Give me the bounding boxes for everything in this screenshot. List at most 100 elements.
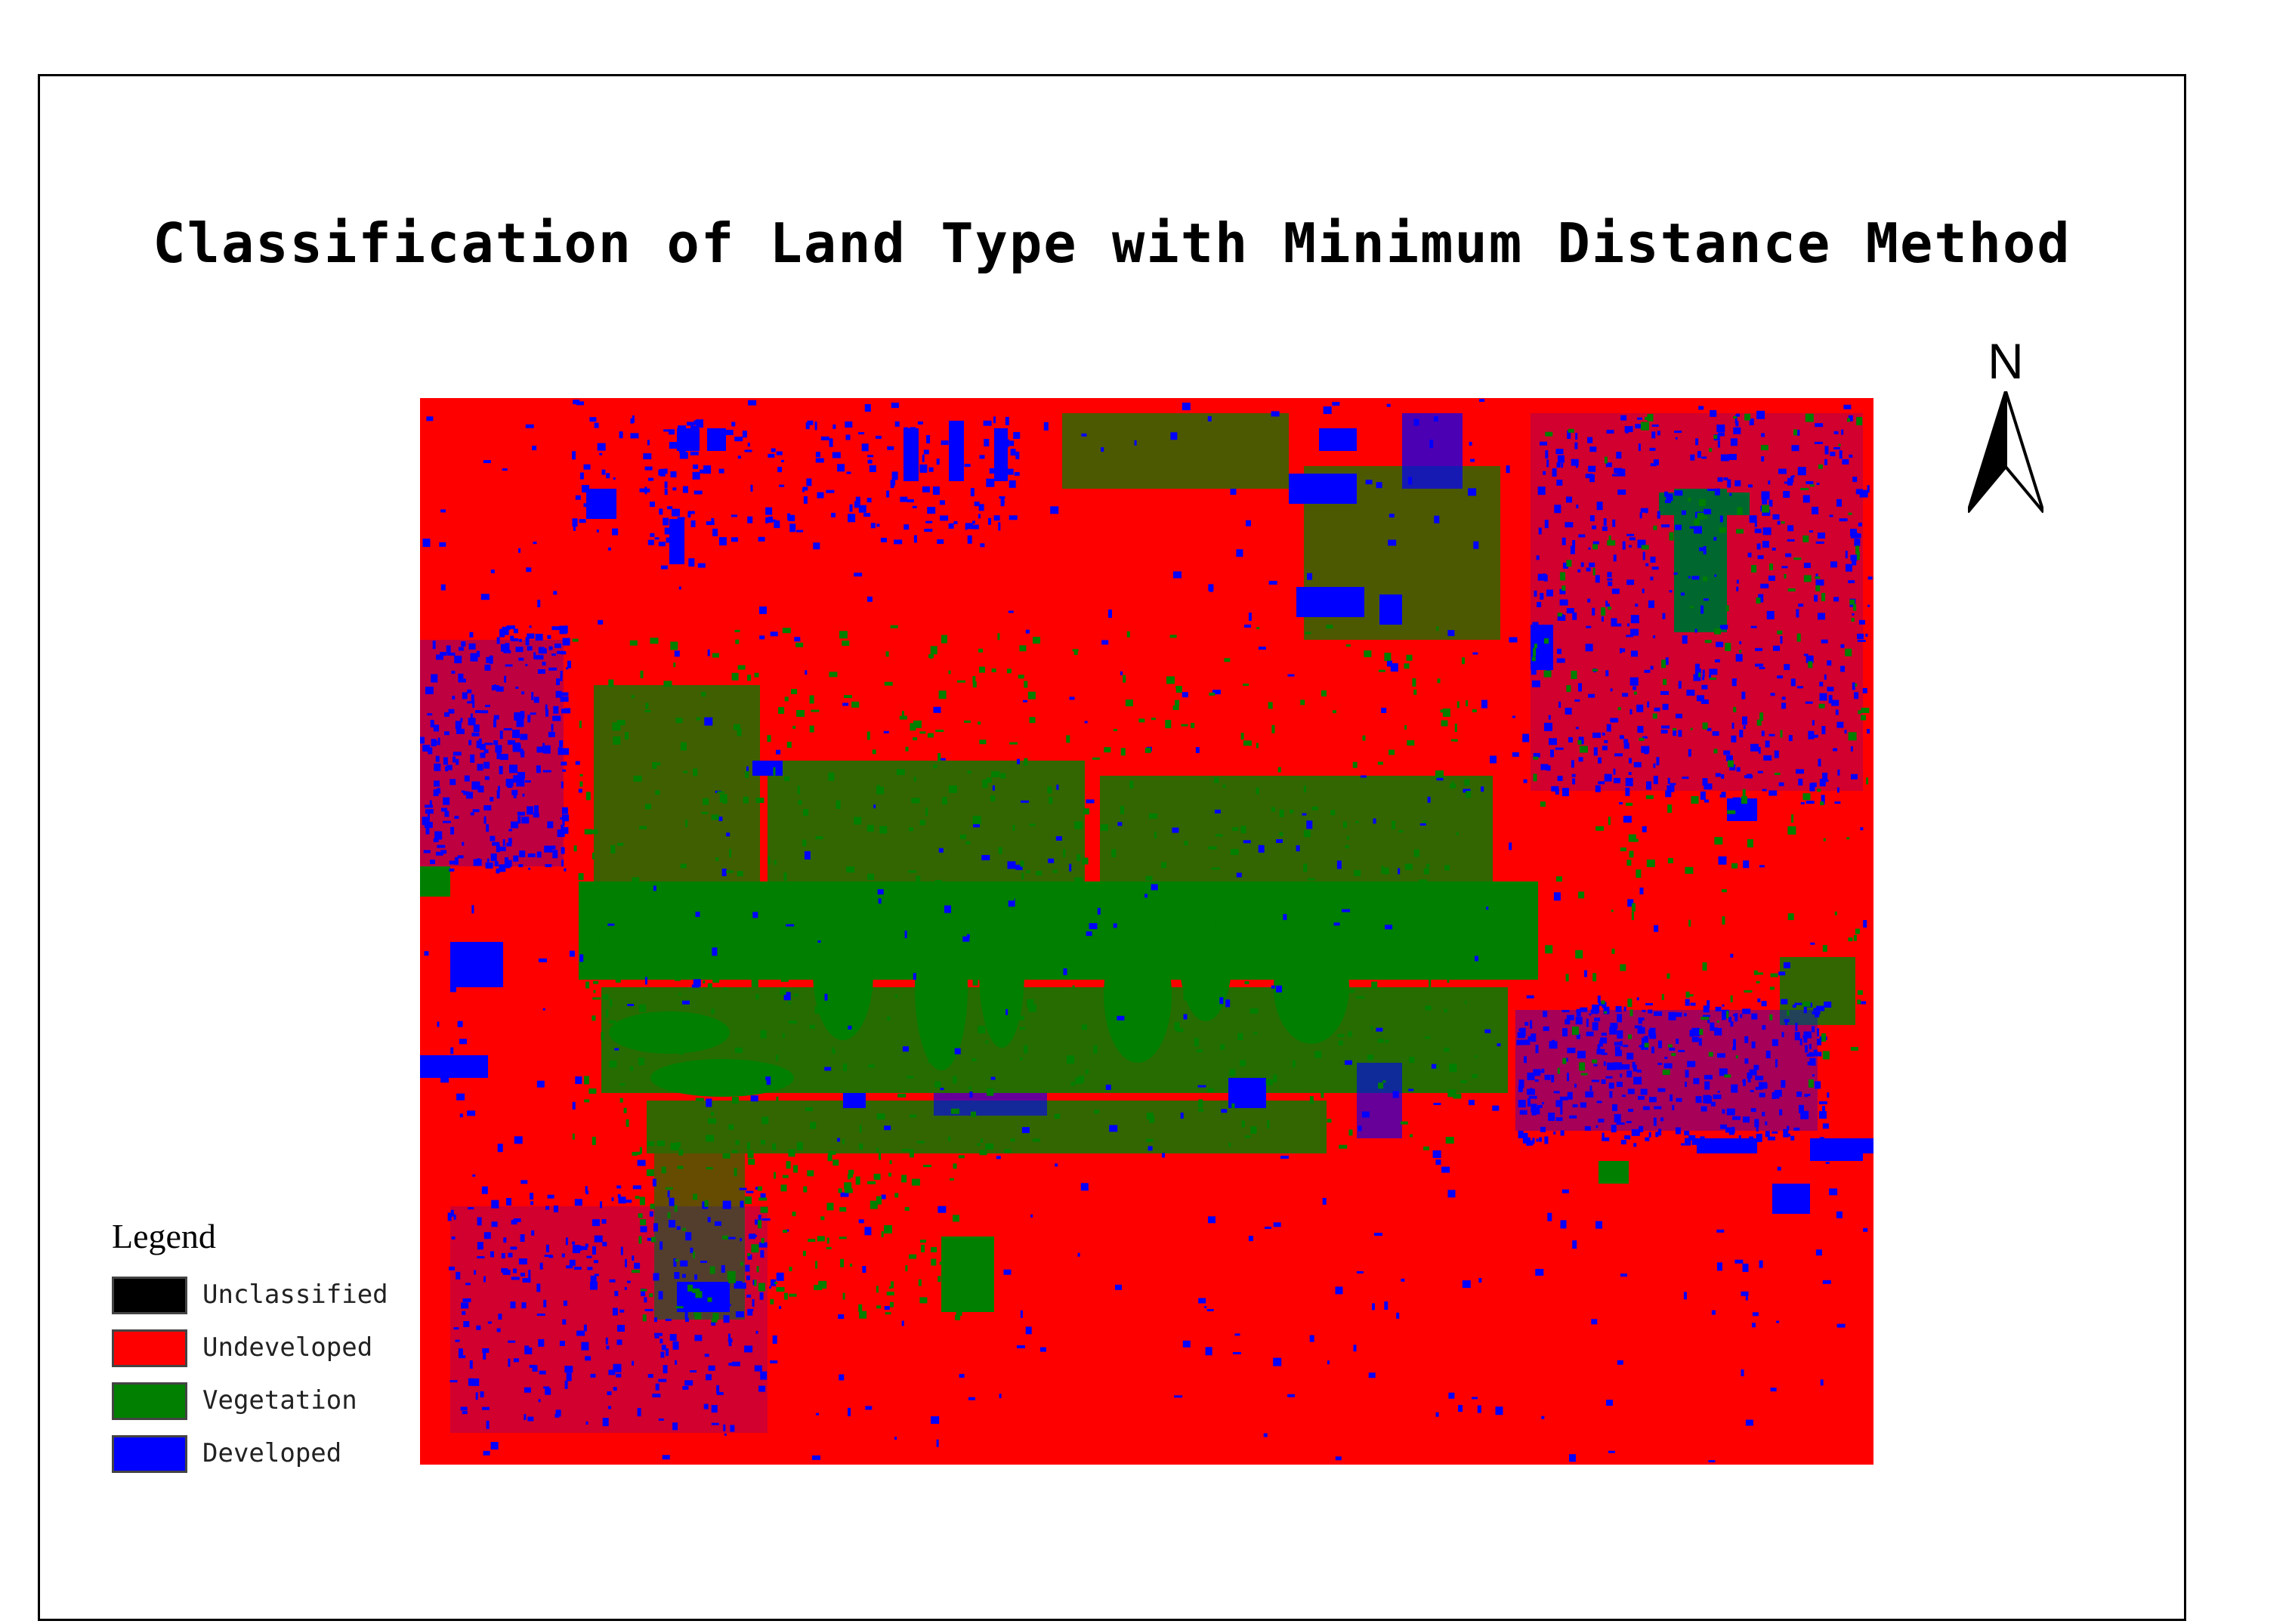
raster-speckle [1816, 483, 1820, 485]
raster-speckle [1856, 533, 1861, 539]
raster-speckle [1821, 795, 1825, 802]
raster-speckle [1803, 575, 1812, 582]
raster-speckle [483, 1352, 487, 1360]
raster-speckle [599, 452, 603, 455]
raster-speckle [426, 416, 434, 421]
raster-speckle [552, 850, 558, 859]
raster-speckle [533, 652, 536, 659]
raster-speckle [1742, 1079, 1745, 1082]
raster-speckle [619, 1083, 626, 1086]
raster-speckle [1840, 665, 1846, 672]
raster-speckle [984, 951, 991, 959]
raster-speckle [1629, 1009, 1633, 1017]
raster-speckle [1766, 610, 1775, 619]
raster-speckle [1644, 669, 1651, 673]
raster-speckle [1697, 512, 1704, 520]
raster-speckle [429, 800, 432, 807]
raster-speckle [860, 958, 867, 965]
raster-speckle [578, 873, 584, 880]
raster-speckle [1655, 1132, 1659, 1138]
raster-speckle [1520, 1027, 1526, 1036]
raster-speckle [711, 1111, 714, 1116]
raster-speckle [484, 743, 493, 746]
raster-speckle [653, 1273, 659, 1281]
raster-speckle [1729, 764, 1736, 770]
raster-speckle [1454, 739, 1458, 742]
raster-speckle [505, 779, 514, 786]
raster-speckle [1703, 576, 1708, 582]
raster-speckle [679, 452, 688, 459]
raster-speckle [1345, 1060, 1352, 1065]
raster-speckle [440, 1061, 443, 1067]
raster-speckle [1867, 729, 1870, 734]
raster-speckle [444, 712, 449, 717]
raster-speckle [1220, 1044, 1225, 1050]
raster-speckle [1754, 1119, 1759, 1128]
raster-speckle [872, 749, 876, 755]
raster-speckle [826, 489, 835, 493]
raster-speckle [1623, 1045, 1629, 1048]
raster-speckle [449, 985, 456, 993]
raster-speckle [483, 816, 487, 824]
raster-speckle [1772, 1131, 1778, 1134]
raster-speckle [828, 772, 835, 781]
raster-speckle [1566, 560, 1572, 567]
raster-speckle [477, 764, 483, 771]
raster-speckle [663, 1365, 668, 1374]
raster-speckle [470, 653, 478, 662]
raster-speckle [859, 1311, 867, 1319]
raster-speckle [880, 957, 888, 963]
raster-speckle [706, 1167, 713, 1170]
raster-speckle [696, 419, 703, 428]
raster-speckle [1005, 1008, 1009, 1015]
raster-speckle [1733, 1039, 1736, 1048]
raster-speckle [1562, 1057, 1567, 1064]
raster-speckle [648, 477, 653, 481]
raster-speckle [848, 1169, 853, 1178]
raster-speckle [1682, 776, 1689, 780]
raster-speckle [1565, 1019, 1571, 1025]
raster-speckle [832, 1050, 836, 1054]
raster-speckle [1027, 999, 1034, 1008]
raster-speckle [592, 852, 595, 860]
raster-speckle [844, 695, 852, 699]
raster-speckle [794, 637, 801, 642]
raster-speckle [1615, 1005, 1622, 1012]
raster-speckle [719, 794, 727, 803]
raster-speckle [1710, 409, 1717, 417]
raster-speckle [723, 1315, 730, 1323]
raster-speckle [1602, 526, 1608, 531]
raster-speckle [746, 1190, 754, 1193]
raster-speckle [631, 695, 635, 699]
raster-speckle [737, 665, 746, 670]
raster-speckle [1396, 1312, 1400, 1319]
raster-speckle [885, 1312, 891, 1315]
raster-speckle [1343, 821, 1347, 828]
raster-speckle [1207, 1088, 1214, 1092]
raster-speckle [1694, 668, 1701, 676]
raster-speckle [1463, 789, 1471, 793]
raster-speckle [1657, 511, 1660, 519]
raster-speckle [473, 724, 480, 733]
raster-speckle [1695, 1096, 1702, 1104]
raster-speckle [561, 709, 568, 714]
raster-speckle [432, 641, 436, 650]
raster-speckle [759, 1292, 764, 1300]
raster-speckle [759, 635, 765, 640]
raster-speckle [428, 810, 430, 820]
raster-speckle [928, 467, 934, 472]
raster-speckle [1795, 1023, 1798, 1031]
raster-speckle [1596, 1048, 1605, 1054]
raster-speckle [1755, 1076, 1764, 1081]
raster-speckle [1578, 757, 1583, 762]
raster-speckle [842, 1292, 845, 1300]
raster-speckle [1827, 1092, 1830, 1098]
raster-speckle [1736, 586, 1739, 591]
raster-speckle [1598, 757, 1602, 764]
raster-speckle [1642, 421, 1646, 427]
raster-speckle [1815, 423, 1824, 428]
raster-speckle [981, 1138, 984, 1143]
raster-speckle [1559, 588, 1566, 594]
raster-speckle [669, 1220, 675, 1228]
raster-speckle [894, 421, 900, 427]
